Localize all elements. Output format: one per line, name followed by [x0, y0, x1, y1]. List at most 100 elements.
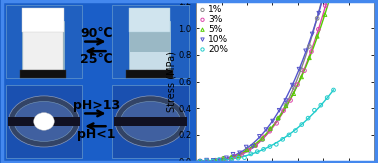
3%: [239, 153, 245, 156]
Bar: [6, 5, 82, 78]
10%: [316, 12, 322, 15]
3%: [246, 149, 252, 152]
Text: pH>13: pH>13: [73, 99, 120, 112]
Bar: [6, 85, 82, 158]
10%: [217, 159, 223, 162]
Circle shape: [34, 113, 54, 130]
5%: [244, 148, 250, 151]
20%: [210, 160, 216, 162]
3%: [197, 160, 203, 163]
3%: [322, 4, 328, 7]
20%: [311, 109, 318, 111]
5%: [267, 127, 273, 130]
20%: [235, 157, 241, 159]
5%: [236, 155, 242, 157]
5%: [299, 76, 305, 78]
5%: [314, 35, 320, 38]
3%: [211, 160, 217, 163]
1%: [283, 104, 289, 106]
20%: [305, 117, 311, 119]
20%: [324, 96, 330, 99]
20%: [260, 148, 266, 151]
1%: [299, 69, 305, 71]
Y-axis label: Stress (MPa): Stress (MPa): [167, 51, 177, 112]
10%: [230, 153, 236, 156]
5%: [220, 157, 226, 159]
10%: [283, 99, 289, 102]
3%: [288, 99, 294, 102]
3%: [301, 69, 307, 72]
Legend: 1%, 3%, 5%, 10%, 20%: 1%, 3%, 5%, 10%, 20%: [198, 3, 230, 56]
1%: [275, 118, 281, 120]
20%: [292, 129, 298, 132]
20%: [299, 123, 305, 126]
Bar: [112, 5, 189, 78]
Bar: [22, 8, 64, 32]
1%: [314, 17, 320, 20]
1%: [252, 144, 258, 147]
1%: [267, 128, 273, 131]
10%: [250, 145, 256, 148]
Text: pH<1: pH<1: [77, 128, 116, 141]
1%: [212, 159, 218, 162]
Bar: [126, 70, 173, 77]
5%: [252, 144, 258, 146]
Ellipse shape: [121, 101, 180, 141]
Bar: [129, 8, 170, 32]
Ellipse shape: [115, 96, 186, 147]
Text: 25℃: 25℃: [80, 53, 113, 67]
20%: [216, 158, 222, 161]
10%: [204, 159, 210, 161]
20%: [286, 134, 292, 136]
1%: [236, 155, 242, 157]
20%: [330, 89, 336, 91]
5%: [259, 137, 265, 140]
Bar: [20, 70, 67, 77]
3%: [253, 144, 259, 147]
Text: 90℃: 90℃: [80, 27, 113, 40]
Ellipse shape: [14, 101, 74, 141]
20%: [318, 104, 324, 106]
10%: [256, 135, 262, 138]
10%: [197, 160, 203, 163]
3%: [204, 160, 210, 163]
10%: [290, 84, 296, 86]
20%: [229, 158, 235, 161]
5%: [212, 160, 218, 162]
1%: [306, 45, 312, 48]
5%: [283, 104, 289, 107]
10%: [309, 33, 315, 35]
5%: [205, 160, 211, 163]
3%: [260, 135, 266, 138]
1%: [291, 86, 297, 89]
20%: [197, 160, 203, 163]
10%: [302, 50, 308, 52]
20%: [222, 159, 228, 162]
10%: [263, 128, 269, 131]
3%: [308, 50, 314, 53]
1%: [205, 160, 211, 163]
3%: [315, 28, 321, 31]
5%: [322, 13, 328, 16]
1%: [259, 138, 265, 141]
5%: [197, 160, 203, 163]
3%: [266, 130, 273, 133]
10%: [237, 152, 243, 154]
10%: [243, 146, 249, 148]
Bar: [112, 85, 189, 158]
Bar: [129, 21, 170, 72]
10%: [223, 156, 229, 159]
10%: [270, 120, 276, 122]
5%: [275, 117, 281, 119]
5%: [291, 92, 297, 95]
1%: [228, 157, 234, 160]
3%: [225, 159, 231, 161]
Bar: [8, 117, 81, 126]
3%: [280, 109, 287, 112]
20%: [203, 159, 209, 162]
1%: [244, 149, 250, 151]
10%: [276, 109, 282, 112]
20%: [267, 145, 273, 148]
Bar: [22, 21, 64, 72]
10%: [296, 68, 302, 70]
